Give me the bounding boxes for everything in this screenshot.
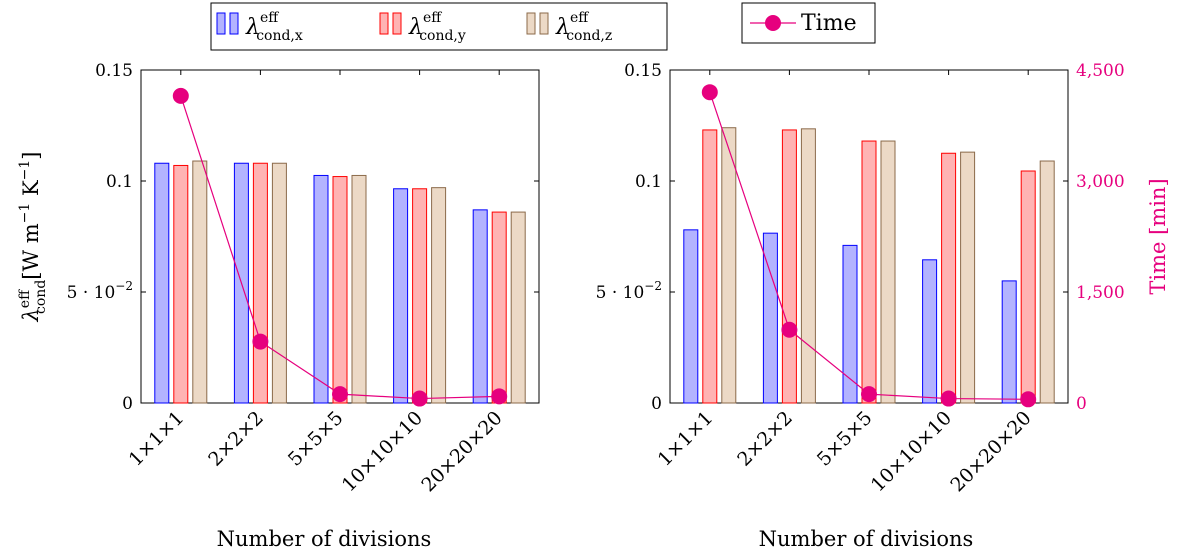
- x-tick-label: 2×2×2: [733, 407, 797, 471]
- time-marker-1: [172, 87, 189, 104]
- legend-label-x: λeff cond,x: [245, 10, 303, 44]
- legend-swatch-y: [392, 12, 402, 35]
- y-tick-label: 0: [122, 394, 133, 414]
- bar-z-1: [192, 160, 208, 404]
- y-tick-label: 0: [651, 394, 662, 414]
- bar-x-1: [683, 229, 699, 404]
- bar-z-2: [800, 128, 816, 404]
- time-marker-5: [1020, 391, 1037, 408]
- bar-x-5: [472, 209, 488, 404]
- bar-y-5: [491, 211, 507, 404]
- y-tick-label: 0.15: [95, 61, 133, 81]
- bar-y-2: [781, 129, 797, 404]
- bar-z-3: [880, 140, 896, 404]
- bar-x-3: [313, 174, 329, 404]
- x-tick-label: 20×20×20: [417, 407, 506, 496]
- bar-z-5: [510, 211, 526, 404]
- legend-lambda: λeff cond,x λeff cond,y λeff cond,z: [210, 2, 668, 51]
- y-tick-label: 5 · 10−2: [596, 279, 662, 303]
- legend-swatch-z: [539, 12, 549, 35]
- x-tick-label: 5×5×5: [284, 407, 348, 471]
- y2-axis-label: Time [min]: [1146, 178, 1170, 294]
- y-tick-label: 0.1: [635, 172, 662, 192]
- time-marker-5: [491, 388, 508, 405]
- x-tick-label: 20×20×20: [946, 407, 1035, 496]
- x-tick-label: 1×1×1: [654, 407, 718, 471]
- x-tick-label: 10×10×10: [867, 407, 956, 496]
- bar-y-1: [702, 129, 718, 404]
- bar-x-5: [1001, 280, 1017, 404]
- bar-y-3: [861, 140, 877, 404]
- bar-z-2: [271, 162, 287, 404]
- y-tick-label: 0.15: [624, 61, 662, 81]
- legend-label-time: Time: [801, 11, 857, 36]
- y2-tick-label: 0: [1076, 394, 1087, 414]
- bar-x-2: [762, 232, 778, 404]
- x-axis-label: Number of divisions: [217, 527, 432, 551]
- bar-y-4: [412, 188, 428, 404]
- x-tick-label: 2×2×2: [204, 407, 268, 471]
- chart-panel-1: 0 5 · 10−2 0.1 0.15 λeffcond[W m−1 K−1] 1×1×1…: [17, 61, 540, 551]
- time-marker-3: [332, 386, 348, 403]
- time-marker-4: [940, 390, 957, 407]
- y-axis-label: λeffcond[W m−1 K−1]: [17, 151, 49, 322]
- y-tick-label: 5 · 10−2: [67, 279, 133, 303]
- bar-y-2: [252, 162, 268, 404]
- legend-swatch-x: [216, 12, 226, 35]
- legend-time: Time: [741, 2, 876, 44]
- bar-x-3: [842, 244, 858, 404]
- bar-x-4: [922, 259, 938, 404]
- y2-tick-label: 1,500: [1076, 283, 1125, 303]
- bar-y-3: [332, 176, 348, 404]
- x-axis-label: Number of divisions: [759, 527, 974, 551]
- time-marker-3: [861, 386, 877, 403]
- chart-panel-2: 0 5 · 10−2 0.1 0.15 0 1,500 3,000 4,500 Time [mi…: [596, 61, 1170, 551]
- y-tick-label: 0.1: [106, 172, 133, 192]
- legend-swatch-y: [379, 12, 389, 35]
- bar-y-5: [1020, 170, 1036, 404]
- time-marker-4: [411, 390, 428, 407]
- bar-x-1: [154, 162, 170, 404]
- legend-label-z: λeff cond,z: [555, 10, 612, 44]
- bar-z-5: [1039, 160, 1055, 404]
- bar-z-1: [721, 127, 737, 404]
- bar-z-4: [960, 151, 976, 404]
- x-tick-label: 5×5×5: [813, 407, 877, 471]
- bar-y-1: [173, 164, 189, 404]
- time-marker-1: [701, 84, 718, 101]
- x-tick-label: 1×1×1: [125, 407, 189, 471]
- y2-tick-label: 3,000: [1076, 172, 1125, 192]
- bar-x-4: [393, 188, 409, 404]
- time-marker-2: [252, 333, 269, 350]
- bar-y-4: [941, 152, 957, 404]
- legend-label-y: λeff cond,y: [408, 10, 466, 44]
- y2-tick-label: 4,500: [1076, 61, 1125, 81]
- x-tick-label: 10×10×10: [338, 407, 427, 496]
- bar-z-3: [351, 174, 367, 404]
- circle-marker-icon: [765, 15, 781, 31]
- legend-box: [210, 2, 668, 51]
- bar-z-4: [431, 187, 447, 404]
- legend-swatch-x: [229, 12, 239, 35]
- legend-swatch-z: [526, 12, 536, 35]
- time-marker-2: [781, 321, 798, 338]
